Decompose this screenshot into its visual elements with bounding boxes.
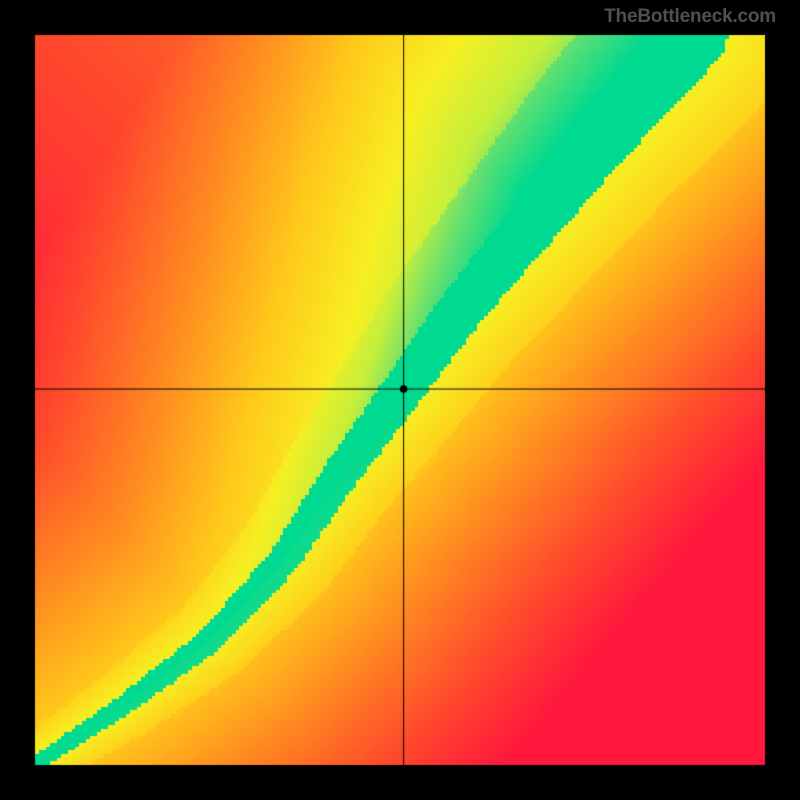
chart-container: TheBottleneck.com: [0, 0, 800, 800]
heatmap-canvas: [0, 0, 800, 800]
watermark-text: TheBottleneck.com: [604, 6, 776, 28]
